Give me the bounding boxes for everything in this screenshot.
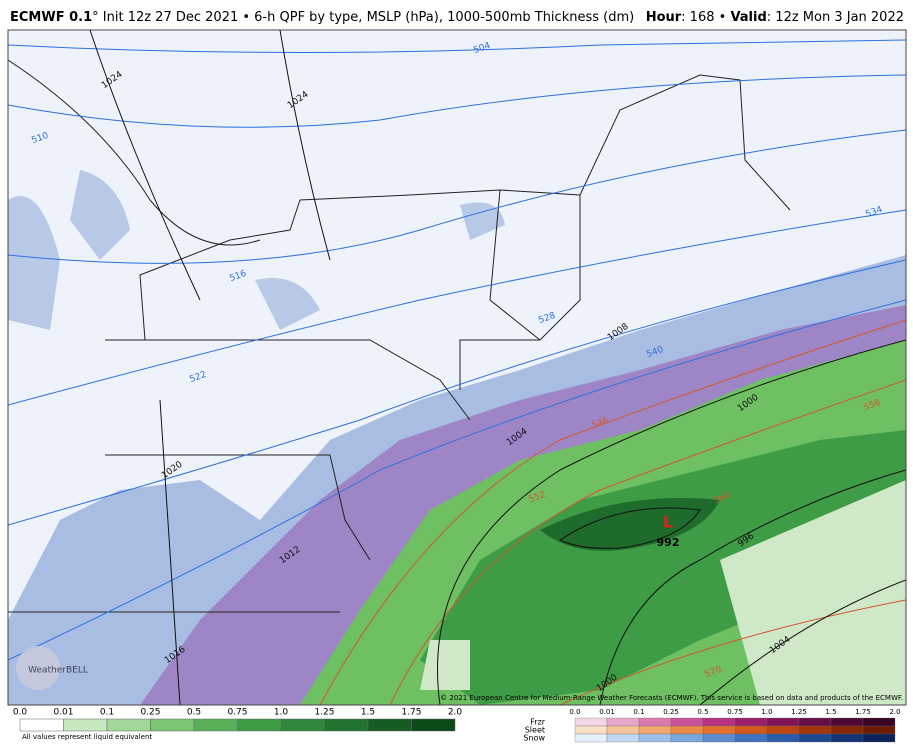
ptype-tick-label: 1.25 xyxy=(791,708,807,716)
rain-tick-label: 2.0 xyxy=(448,708,463,718)
ptype-tick-label: 0.01 xyxy=(599,708,615,716)
rain-tick-label: 0.01 xyxy=(53,708,73,718)
ptype-swatch xyxy=(830,725,864,735)
logo-mark xyxy=(16,646,60,690)
legend: All values represent liquid equivalent 0… xyxy=(13,708,901,743)
map-frame xyxy=(7,29,907,706)
ptype-tick-label: 1.0 xyxy=(761,708,772,716)
description: ° Init 12z 27 Dec 2021 • 6-h QPF by type… xyxy=(92,10,634,25)
ptype-swatch xyxy=(830,717,864,727)
ptype-swatch xyxy=(798,725,832,735)
ptype-swatch xyxy=(670,733,704,743)
rain-tick-label: 0.1 xyxy=(100,708,114,718)
copyright: © 2021 European Centre for Medium-Range … xyxy=(440,694,903,702)
rain-swatch xyxy=(150,718,195,732)
rain-swatch xyxy=(106,718,151,732)
ptype-swatch xyxy=(830,733,864,743)
ptype-swatch xyxy=(862,733,896,743)
low-pressure: 992 xyxy=(657,536,680,549)
rain-swatch xyxy=(19,718,64,732)
ptype-swatch xyxy=(798,717,832,727)
ptype-swatch xyxy=(606,717,640,727)
rain-max xyxy=(540,498,720,551)
hour-text: : 168 • xyxy=(681,10,730,25)
ptype-swatch xyxy=(574,725,608,735)
ptype-swatch xyxy=(574,733,608,743)
valid-text: : 12z Mon 3 Jan 2022 xyxy=(767,10,904,25)
hour-key: Hour xyxy=(646,10,682,25)
ptype-label: Snow xyxy=(523,734,545,743)
ptype-swatch xyxy=(766,733,800,743)
rain-tick-label: 1.75 xyxy=(401,708,421,718)
ptype-swatch xyxy=(606,733,640,743)
ptype-swatch xyxy=(606,725,640,735)
valid-key: Valid xyxy=(730,10,766,25)
rain-tick-label: 1.25 xyxy=(314,708,334,718)
ptype-tick-label: 0.1 xyxy=(633,708,644,716)
ptype-tick-label: 1.75 xyxy=(855,708,871,716)
ptype-swatch xyxy=(734,725,768,735)
ptype-swatch xyxy=(798,733,832,743)
ptype-label: Sleet xyxy=(525,726,545,735)
ptype-swatch xyxy=(862,717,896,727)
rain-swatch xyxy=(63,718,108,732)
ptype-swatch xyxy=(638,725,672,735)
rain-swatch xyxy=(280,718,325,732)
rain-swatch xyxy=(367,718,412,732)
ptype-swatch xyxy=(670,725,704,735)
ptype-swatch xyxy=(702,725,736,735)
isobars xyxy=(89,30,906,705)
thickness-lines xyxy=(8,39,906,661)
header-left: ECMWF 0.1° Init 12z 27 Dec 2021 • 6-h QP… xyxy=(10,10,634,25)
ptype-swatch xyxy=(862,725,896,735)
ptype-swatch xyxy=(766,717,800,727)
rain-swatch xyxy=(324,718,369,732)
rain-tick-label: 0.75 xyxy=(227,708,247,718)
ptype-tick-label: 0.0 xyxy=(569,708,580,716)
map: 5045105165225285345405465525585645701024… xyxy=(7,29,907,706)
rain-core xyxy=(420,430,906,705)
rain-tick-label: 1.0 xyxy=(274,708,289,718)
warm-thickness-lines xyxy=(319,319,906,705)
ptype-swatch xyxy=(734,717,768,727)
rain-tick-label: 1.5 xyxy=(361,708,375,718)
ptype-tick-label: 1.5 xyxy=(825,708,836,716)
ptype-label: Frzr xyxy=(530,718,546,727)
ptype-swatch xyxy=(670,717,704,727)
ptype-tick-label: 0.25 xyxy=(663,708,679,716)
header-right: Hour: 168 • Valid: 12z Mon 3 Jan 2022 xyxy=(646,10,904,25)
low-symbol: L xyxy=(663,513,673,532)
rain-tick-label: 0.0 xyxy=(13,708,28,718)
ptype-swatch xyxy=(734,733,768,743)
ptype-tick-label: 2.0 xyxy=(889,708,900,716)
rain-tick-label: 0.25 xyxy=(140,708,160,718)
legend-note: All values represent liquid equivalent xyxy=(22,733,152,741)
ptype-swatch xyxy=(766,725,800,735)
model: ECMWF 0.1 xyxy=(10,10,92,25)
ptype-swatch xyxy=(574,717,608,727)
snow-area xyxy=(8,170,505,330)
rain-swatch xyxy=(411,718,456,732)
ptype-tick-label: 0.5 xyxy=(697,708,708,716)
rain-swatch xyxy=(193,718,238,732)
ptype-swatch xyxy=(702,717,736,727)
ptype-swatch xyxy=(638,717,672,727)
ptype-swatch xyxy=(638,733,672,743)
ptype-tick-label: 0.75 xyxy=(727,708,743,716)
rain-tick-label: 0.5 xyxy=(187,708,201,718)
rain-swatch xyxy=(237,718,282,732)
light-rain xyxy=(420,480,906,705)
logo: WeatherBELL xyxy=(28,666,88,676)
ptype-swatch xyxy=(702,733,736,743)
